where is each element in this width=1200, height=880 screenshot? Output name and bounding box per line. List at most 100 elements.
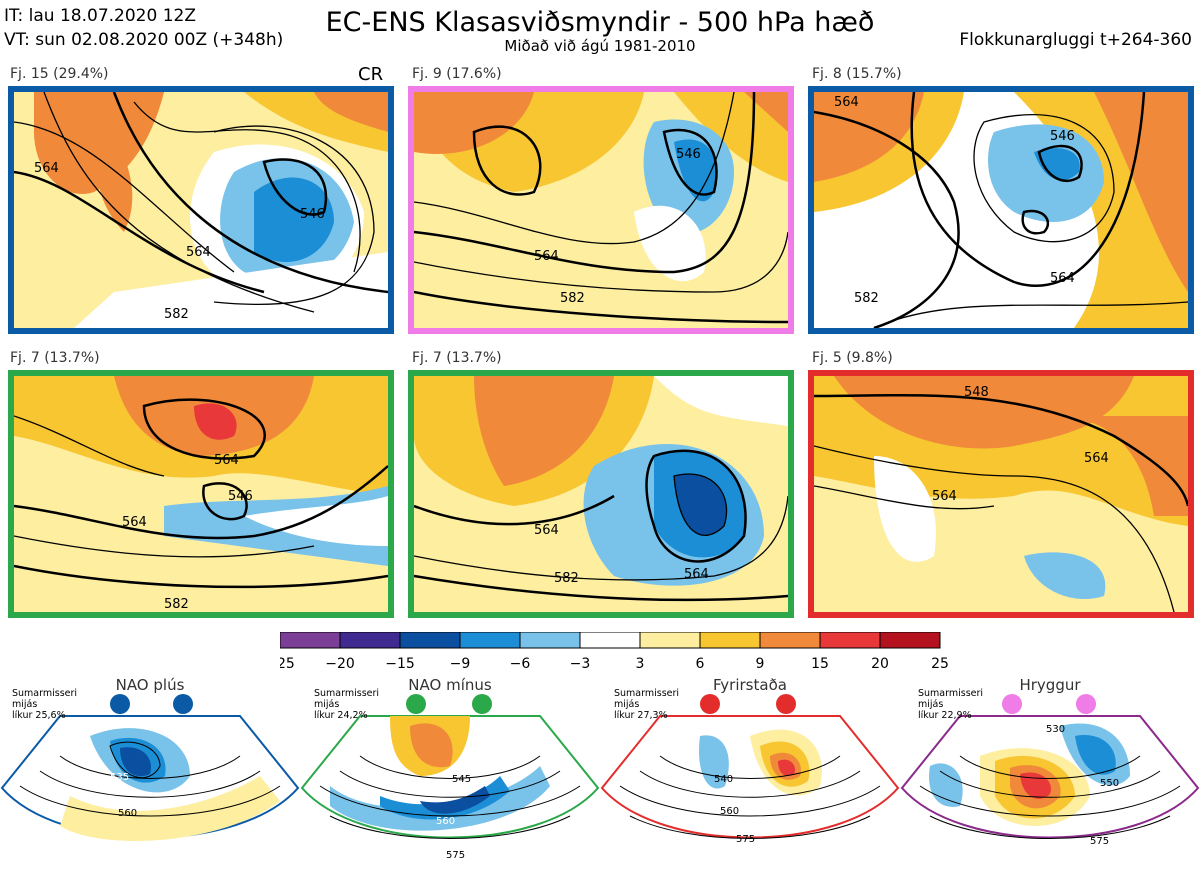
header-left: IT: lau 18.07.2020 12Z VT: sun 02.08.202… — [4, 4, 283, 52]
regime-note: Sumarmisseri mijás líkur 27,3% — [614, 688, 680, 721]
contour-label: 564 — [34, 161, 59, 176]
regime-nao-minus[interactable]: NAO mínus Sumarmisseri mijás líkur 24,2% 5… — [300, 676, 600, 876]
contour-label: 560 — [436, 816, 455, 827]
map-field: 564 546 564 582 — [814, 92, 1188, 328]
contour-label: 540 — [714, 774, 733, 785]
contour-label: 546 — [676, 147, 701, 162]
regime-note: Sumarmisseri mijás líkur 25,6% — [12, 688, 78, 721]
contour-label: 564 — [932, 489, 957, 504]
regime-note: Sumarmisseri mijás líkur 22,9% — [918, 688, 984, 721]
regime-marker-dot — [472, 694, 492, 714]
colorbar-swatch — [639, 631, 701, 649]
colorbar-tick-label: 6 — [696, 656, 705, 672]
contour-label: 564 — [534, 249, 559, 264]
colorbar-swatch — [579, 631, 641, 649]
regime-map: 545 560 575 — [300, 694, 600, 861]
regime-marker-dot — [406, 694, 426, 714]
contour-label: 564 — [122, 515, 147, 530]
panel-label: Fj. 15 (29.4%) — [10, 66, 109, 82]
regime-nao-plus[interactable]: NAO plús Sumarmisseri mijás líkur 25,6% 53… — [0, 676, 300, 876]
colorbar-tick-label: 25 — [931, 656, 949, 672]
regime-marker-dot — [1076, 694, 1096, 714]
contour-label: 564 — [534, 523, 559, 538]
panel-label: Fj. 5 (9.8%) — [812, 350, 893, 366]
map-field: 564 564 548 — [814, 376, 1188, 612]
colorbar-swatch — [879, 631, 941, 649]
map-panel[interactable]: 546 564 582 — [408, 86, 794, 334]
colorbar-scale: −25 −20 −15 −9 −6 −3 3 6 9 15 20 25 — [265, 631, 949, 672]
regime-note: Sumarmisseri mijás líkur 24,2% — [314, 688, 380, 721]
regime-ridge[interactable]: Hryggur Sumarmisseri mijás líkur 22,9% 530… — [900, 676, 1200, 876]
contour-label: 564 — [1084, 451, 1109, 466]
page-subtitle: Miðað við ágú 1981-2010 — [504, 37, 696, 55]
regime-map: 535 560 — [0, 694, 300, 841]
regime-blocking[interactable]: Fyrirstaða Sumarmisseri mijás líkur 27,3% … — [600, 676, 900, 876]
map-field: 564 564 582 — [414, 376, 788, 612]
colorbar-tick-label: 3 — [636, 656, 645, 672]
contour-label: 546 — [1050, 129, 1075, 144]
contour-label: 548 — [964, 385, 989, 400]
colorbar-tick-label: −3 — [570, 656, 591, 672]
vt-line: VT: sun 02.08.2020 00Z (+348h) — [4, 30, 284, 50]
contour-label: 546 — [300, 207, 325, 222]
contour-label: 582 — [554, 571, 579, 586]
colorbar-tick-label: 15 — [811, 656, 829, 672]
regime-marker-dot — [110, 694, 130, 714]
colorbar-swatch — [339, 631, 401, 649]
map-panel[interactable]: 564 546 582 564 — [8, 86, 394, 334]
contour-label: 575 — [446, 850, 465, 861]
contour-label: 564 — [1050, 271, 1075, 286]
contour-label: 564 — [186, 245, 211, 260]
regime-title: NAO mínus — [408, 676, 492, 694]
contour-label: 564 — [834, 95, 859, 110]
map-panel[interactable]: 564 564 548 — [808, 370, 1194, 618]
colorbar-swatch — [279, 631, 341, 649]
regime-title: Hryggur — [1019, 676, 1081, 694]
colorbar-swatch — [699, 631, 761, 649]
panel-label: Fj. 7 (13.7%) — [10, 350, 100, 366]
map-field: 546 564 582 — [414, 92, 788, 328]
it-line: IT: lau 18.07.2020 12Z — [4, 6, 196, 26]
colorbar-tick-label: −9 — [450, 656, 471, 672]
colorbar-tick-label: 9 — [756, 656, 765, 672]
contour-label: 550 — [1100, 778, 1119, 789]
contour-label: 582 — [164, 597, 189, 612]
contour-label: 575 — [1090, 836, 1109, 847]
window-label: Flokkunargluggi t+264-360 — [959, 30, 1192, 50]
contour-label: 564 — [684, 567, 709, 582]
colorbar-tick-label: −15 — [385, 656, 415, 672]
colorbar-swatch — [459, 631, 521, 649]
page-title: EC-ENS Klasasviðsmyndir - 500 hPa hæð — [325, 7, 875, 38]
panel-label: Fj. 7 (13.7%) — [412, 350, 502, 366]
colorbar: −25 −20 −15 −9 −6 −3 3 6 9 15 20 25 — [265, 631, 960, 676]
colorbar-tick-label: 20 — [871, 656, 889, 672]
contour-label: 575 — [736, 834, 755, 845]
panel-tag: CR — [358, 64, 384, 85]
regime-marker-dot — [173, 694, 193, 714]
contour-label: 564 — [214, 453, 239, 468]
map-panel[interactable]: 564 546 564 582 — [808, 86, 1194, 334]
contour-label: 560 — [118, 808, 137, 819]
colorbar-swatch — [399, 631, 461, 649]
regime-map: 540 560 575 — [600, 694, 900, 845]
regime-title: Fyrirstaða — [713, 676, 787, 694]
map-field: 564 546 582 564 — [14, 92, 388, 328]
panel-label: Fj. 9 (17.6%) — [412, 66, 502, 82]
map-panel[interactable]: 564 546 564 582 — [8, 370, 394, 618]
panel-label: Fj. 8 (15.7%) — [812, 66, 902, 82]
contour-label: 582 — [854, 291, 879, 306]
map-field: 564 546 564 582 — [14, 376, 388, 612]
regime-marker-dot — [776, 694, 796, 714]
regime-marker-dot — [1002, 694, 1022, 714]
contour-label: 582 — [560, 291, 585, 306]
contour-label: 582 — [164, 307, 189, 322]
colorbar-tick-label: −20 — [325, 656, 355, 672]
colorbar-tick-label: −6 — [510, 656, 531, 672]
colorbar-swatch — [759, 631, 821, 649]
contour-label: 546 — [228, 489, 253, 504]
contour-label: 535 — [110, 772, 129, 783]
regime-marker-dot — [700, 694, 720, 714]
regime-title: NAO plús — [115, 676, 185, 694]
colorbar-swatch — [819, 631, 881, 649]
map-panel[interactable]: 564 564 582 — [408, 370, 794, 618]
